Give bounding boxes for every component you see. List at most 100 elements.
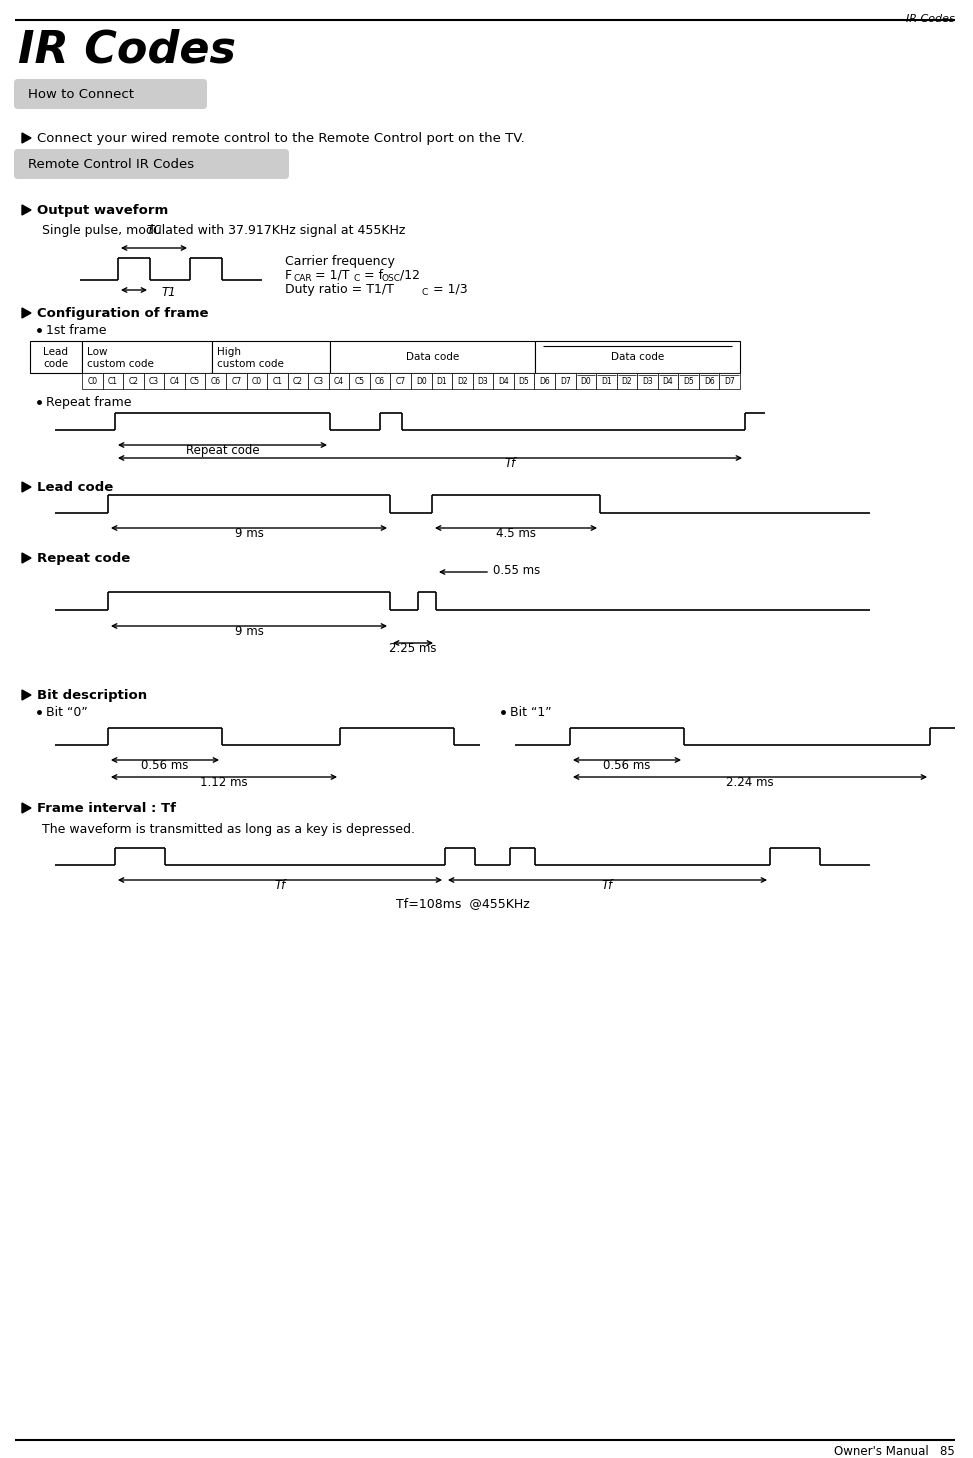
Text: custom code: custom code (87, 359, 154, 369)
Bar (534, 373, 555, 389)
Text: C4: C4 (334, 376, 344, 385)
Text: C7: C7 (396, 376, 406, 385)
Text: The waveform is transmitted as long as a key is depressed.: The waveform is transmitted as long as a… (42, 822, 415, 835)
Bar (205, 373, 226, 389)
Text: C2: C2 (293, 376, 303, 385)
Text: Repeat code: Repeat code (37, 551, 130, 564)
Text: C1: C1 (108, 376, 118, 385)
Text: 4.5 ms: 4.5 ms (496, 526, 536, 539)
Bar (575, 373, 596, 389)
Text: 0.56 ms: 0.56 ms (141, 760, 189, 771)
Text: code: code (44, 359, 68, 369)
Text: Connect your wired remote control to the Remote Control port on the TV.: Connect your wired remote control to the… (37, 131, 524, 144)
Text: D6: D6 (539, 376, 550, 385)
Polygon shape (22, 483, 31, 491)
Bar (637, 373, 658, 389)
Text: Lead code: Lead code (37, 481, 113, 493)
Text: C6: C6 (376, 376, 385, 385)
Text: D6: D6 (703, 376, 714, 385)
Bar (212, 341, 330, 373)
Text: 9 ms: 9 ms (234, 625, 264, 639)
Bar (658, 373, 678, 389)
FancyBboxPatch shape (14, 149, 289, 179)
Bar (329, 373, 349, 389)
Text: C3: C3 (313, 376, 324, 385)
Text: F: F (285, 268, 292, 281)
Polygon shape (22, 803, 31, 814)
Text: D1: D1 (437, 376, 448, 385)
Text: D5: D5 (683, 376, 694, 385)
Text: D7: D7 (559, 376, 570, 385)
Text: D7: D7 (724, 376, 735, 385)
Text: D0: D0 (581, 376, 592, 385)
Bar (452, 373, 473, 389)
Text: C2: C2 (128, 376, 138, 385)
Text: Single pulse, modulated with 37.917KHz signal at 455KHz: Single pulse, modulated with 37.917KHz s… (42, 225, 406, 238)
Bar (493, 373, 514, 389)
Text: C5: C5 (354, 376, 365, 385)
Text: TC: TC (146, 225, 162, 238)
Polygon shape (22, 206, 31, 214)
Bar (124, 373, 144, 389)
Text: 9 ms: 9 ms (234, 526, 264, 539)
Text: Remote Control IR Codes: Remote Control IR Codes (28, 157, 195, 171)
Bar (82, 373, 102, 389)
Text: How to Connect: How to Connect (28, 87, 134, 101)
Text: Tf: Tf (274, 879, 286, 892)
Text: Tf: Tf (504, 456, 516, 469)
Bar (82, 341, 212, 373)
Polygon shape (22, 133, 31, 143)
Text: = 1/T: = 1/T (311, 268, 349, 281)
Text: Bit description: Bit description (37, 688, 147, 701)
Bar (432, 373, 452, 389)
Bar (596, 373, 617, 389)
Text: 1st frame: 1st frame (46, 324, 106, 337)
Text: C4: C4 (169, 376, 180, 385)
FancyBboxPatch shape (14, 79, 207, 109)
Bar (555, 373, 575, 389)
Bar (411, 373, 432, 389)
Text: 0.55 ms: 0.55 ms (493, 563, 540, 576)
Text: C0: C0 (88, 376, 97, 385)
Text: D2: D2 (622, 376, 632, 385)
Bar (267, 373, 288, 389)
Bar (164, 373, 185, 389)
Bar (349, 373, 370, 389)
Text: Output waveform: Output waveform (37, 204, 168, 216)
Text: Carrier frequency: Carrier frequency (285, 255, 395, 267)
Bar (617, 373, 637, 389)
Bar (330, 341, 535, 373)
Text: C7: C7 (232, 376, 241, 385)
Bar (226, 373, 246, 389)
Bar (144, 373, 164, 389)
Bar (390, 373, 411, 389)
Text: Bit “0”: Bit “0” (46, 706, 88, 719)
Bar (370, 373, 390, 389)
Bar (102, 373, 124, 389)
Bar (308, 373, 329, 389)
Text: D4: D4 (498, 376, 509, 385)
Text: Tf: Tf (602, 879, 613, 892)
Text: High: High (217, 347, 241, 357)
Polygon shape (22, 553, 31, 563)
Text: C0: C0 (252, 376, 262, 385)
Text: CAR: CAR (293, 274, 311, 283)
Text: 2.25 ms: 2.25 ms (389, 642, 437, 655)
Text: D3: D3 (478, 376, 488, 385)
Text: Data code: Data code (611, 351, 665, 362)
Text: D0: D0 (415, 376, 426, 385)
Text: Repeat frame: Repeat frame (46, 395, 131, 408)
Text: Tf=108ms  @455KHz: Tf=108ms @455KHz (396, 897, 529, 910)
Text: C5: C5 (190, 376, 200, 385)
Text: D1: D1 (601, 376, 612, 385)
Bar (699, 373, 719, 389)
Text: Configuration of frame: Configuration of frame (37, 306, 208, 319)
Bar (678, 373, 699, 389)
Text: 2.24 ms: 2.24 ms (726, 776, 774, 789)
Text: 1.12 ms: 1.12 ms (200, 776, 248, 789)
Text: OSC: OSC (381, 274, 400, 283)
Text: T1: T1 (162, 286, 177, 299)
Text: = f: = f (360, 268, 383, 281)
Text: Data code: Data code (406, 351, 459, 362)
Text: C3: C3 (149, 376, 159, 385)
